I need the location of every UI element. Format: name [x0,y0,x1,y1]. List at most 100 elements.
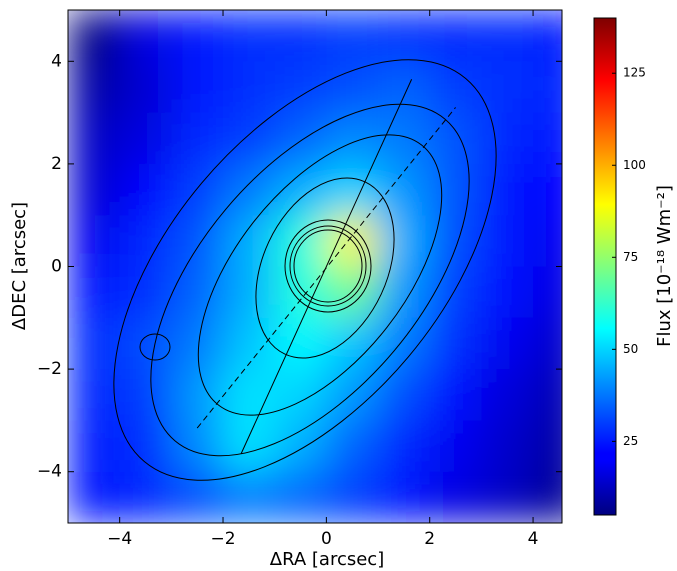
colorbar-tick-label: 125 [623,66,646,80]
heatmap-cell [481,471,534,523]
heatmap-cell [223,10,276,62]
plot-area [68,10,562,523]
colorbar-tick-label: 50 [623,342,638,356]
heatmap-cell [533,215,562,267]
colorbar-tick-label: 25 [623,434,638,448]
x-tick-label: 2 [424,529,435,549]
overlay-line [196,107,456,429]
heatmap-cell [119,61,172,114]
heatmap-cell [429,369,482,421]
heatmap-cell [533,163,562,216]
heatmap-cell [533,61,562,114]
heatmap-cell [171,61,224,114]
heatmap-cell [119,10,172,62]
heatmap-cell [119,266,172,319]
heatmap-cell [378,369,431,421]
overlay-line [240,79,413,454]
heatmap-cell [274,266,327,319]
heatmap-cell [326,61,379,114]
heatmap-cell [481,266,534,319]
heatmap-cell [171,317,224,370]
x-tick-label: 0 [321,529,332,549]
heatmap-cell [378,163,431,216]
heatmap-cell [171,215,224,267]
heatmap-cell [119,112,172,165]
heatmap-cell [171,112,224,165]
y-tick-label: −2 [37,359,62,379]
heatmap-cell [68,61,121,114]
heatmap-cell [119,369,172,421]
x-axis-label: ΔRA [arcsec] [270,549,384,570]
heatmap-cell [481,112,534,165]
heatmap-cell [481,369,534,421]
heatmap-cell [533,471,562,523]
x-tick-label: −2 [210,529,235,549]
heatmap-cell [378,471,431,523]
heatmap-cell [481,163,534,216]
colorbar-tick-label: 100 [623,158,646,172]
y-tick-label: 4 [51,51,62,71]
heatmap-cell [429,266,482,319]
y-axis-label: ΔDEC [arcsec] [9,202,30,330]
colorbar [593,17,617,516]
colorbar-label: Flux [10⁻¹⁸ Wm⁻²] [654,185,675,347]
heatmap-cell [274,471,327,523]
heatmap-cell [171,369,224,421]
heatmap-cell [378,10,431,62]
heatmap-cell [223,112,276,165]
heatmap-cell [429,420,482,473]
heatmap-cell [119,317,172,370]
x-tick-label: 4 [528,529,539,549]
heatmap-cell [119,215,172,267]
heatmap-cell [68,163,121,216]
heatmap-cell [533,317,562,370]
heatmap-cell [171,10,224,62]
heatmap-cell [223,471,276,523]
heatmap-cell [223,266,276,319]
heatmap-cell [68,471,121,523]
heatmap-cell [326,112,379,165]
heatmap-cell [119,163,172,216]
heatmap-cell [171,420,224,473]
heatmap-cell [429,10,482,62]
heatmap-cell [429,317,482,370]
heatmap [68,10,562,523]
heatmap-cell [223,61,276,114]
heatmap-cell [274,369,327,421]
y-tick-label: 0 [51,257,62,277]
heatmap-cell [119,420,172,473]
y-tick-label: −4 [37,462,62,482]
heatmap-cell [274,61,327,114]
heatmap-cell [429,163,482,216]
heatmap-cell [68,215,121,267]
heatmap-cell [223,317,276,370]
x-tick-label: −4 [107,529,132,549]
heatmap-cell [481,10,534,62]
heatmap-cell [378,215,431,267]
heatmap-cell [481,317,534,370]
heatmap-cell [68,369,121,421]
heatmap-cell [481,420,534,473]
heatmap-cell [533,266,562,319]
heatmap-cell [274,215,327,267]
heatmap-cell [429,471,482,523]
heatmap-cell [68,317,121,370]
heatmap-cell [481,215,534,267]
heatmap-cell [429,61,482,114]
heatmap-cell [68,112,121,165]
heatmap-cell [326,420,379,473]
heatmap-cell [429,112,482,165]
heatmap-cell [378,317,431,370]
heatmap-cell [378,266,431,319]
heatmap-cell [326,10,379,62]
heatmap-cell [68,10,121,62]
y-tick-label: 2 [51,154,62,174]
heatmap-cell [274,163,327,216]
heatmap-cell [68,420,121,473]
heatmap-cell [274,420,327,473]
heatmap-cell [533,10,562,62]
overlays [196,79,456,454]
heatmap-cell [274,112,327,165]
colorbar-tick-label: 75 [623,250,638,264]
